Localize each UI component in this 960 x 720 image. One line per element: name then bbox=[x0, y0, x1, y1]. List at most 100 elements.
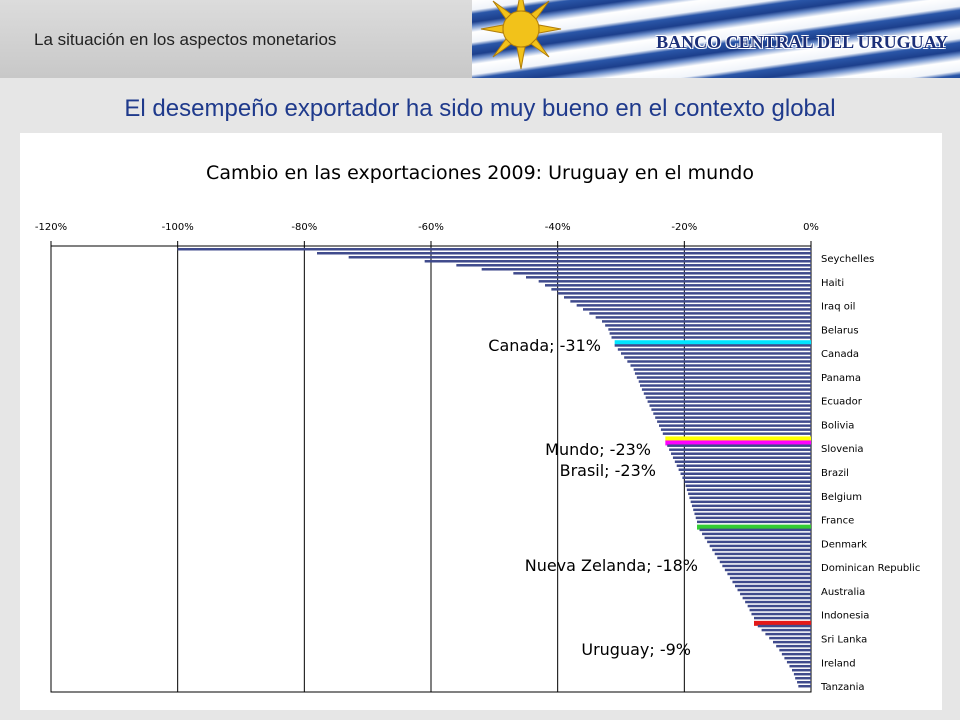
bar bbox=[676, 464, 811, 467]
bar bbox=[671, 452, 811, 455]
bar bbox=[781, 652, 811, 656]
bar bbox=[659, 424, 811, 427]
bar bbox=[693, 508, 811, 512]
bar bbox=[621, 352, 811, 355]
bar bbox=[669, 448, 811, 451]
y-category-label: Sri Lanka bbox=[821, 634, 867, 645]
bar bbox=[745, 600, 811, 604]
bar bbox=[456, 264, 811, 267]
bar bbox=[614, 344, 811, 347]
bar bbox=[680, 472, 811, 475]
x-tick-label: -120% bbox=[35, 222, 67, 233]
bar bbox=[564, 296, 811, 299]
bar bbox=[754, 616, 811, 620]
bar bbox=[481, 268, 811, 271]
bar bbox=[749, 608, 811, 612]
bar bbox=[624, 356, 811, 359]
bar bbox=[595, 316, 811, 319]
y-category-label: Ireland bbox=[821, 658, 856, 669]
bar bbox=[551, 288, 811, 291]
bar bbox=[737, 588, 811, 592]
bar bbox=[583, 308, 811, 311]
bar bbox=[704, 536, 811, 540]
y-category-label: Panama bbox=[821, 373, 861, 384]
bar bbox=[526, 276, 811, 279]
uruguay-flag-banner bbox=[472, 0, 960, 78]
bar bbox=[667, 444, 811, 447]
bar bbox=[792, 668, 811, 672]
bar bbox=[714, 552, 811, 556]
bar bbox=[538, 280, 811, 283]
bar bbox=[757, 624, 811, 628]
section-label: La situación en los aspectos monetarios bbox=[34, 30, 337, 49]
bar bbox=[589, 312, 811, 315]
highlight-label: Uruguay; -9% bbox=[581, 640, 691, 659]
bar bbox=[636, 376, 811, 379]
bar bbox=[722, 564, 811, 568]
bar bbox=[557, 292, 811, 295]
bar bbox=[751, 612, 811, 616]
bar bbox=[685, 484, 811, 488]
bar bbox=[682, 476, 811, 480]
bar bbox=[608, 328, 811, 331]
bar bbox=[630, 364, 811, 367]
highlight-bar bbox=[697, 524, 811, 530]
bar bbox=[789, 664, 811, 668]
bar bbox=[662, 432, 811, 435]
y-category-label: Australia bbox=[821, 587, 865, 598]
bar bbox=[649, 404, 811, 407]
bar bbox=[672, 456, 811, 459]
sun-of-may-icon bbox=[480, 0, 562, 70]
bar bbox=[765, 632, 811, 636]
bar bbox=[684, 480, 811, 484]
export-change-chart: Cambio en las exportaciones 2009: Urugua… bbox=[35, 162, 920, 693]
bar bbox=[712, 548, 811, 552]
highlight-label: Canada; -31% bbox=[488, 336, 601, 355]
slide-title: El desempeño exportador ha sido muy buen… bbox=[124, 95, 836, 122]
x-tick-label: -40% bbox=[545, 222, 571, 233]
bar bbox=[717, 556, 811, 560]
bar bbox=[697, 520, 811, 524]
highlight-label: Mundo; -23% bbox=[545, 440, 651, 459]
bar bbox=[627, 360, 811, 363]
bar bbox=[634, 372, 811, 375]
highlight-bar bbox=[614, 340, 811, 346]
bar bbox=[605, 324, 811, 327]
y-category-label: Denmark bbox=[821, 539, 867, 550]
bar bbox=[740, 592, 811, 596]
bar bbox=[709, 544, 811, 548]
y-category-label: Dominican Republic bbox=[821, 563, 920, 574]
bar bbox=[773, 640, 811, 644]
bar bbox=[699, 528, 811, 532]
bar bbox=[638, 380, 811, 383]
bar bbox=[651, 408, 811, 411]
bar bbox=[689, 496, 811, 500]
bar bbox=[647, 400, 811, 403]
bar bbox=[727, 572, 811, 576]
highlight-bar bbox=[665, 436, 811, 442]
y-category-label: Seychelles bbox=[821, 254, 874, 265]
bar bbox=[779, 648, 811, 652]
bar bbox=[660, 428, 811, 431]
y-category-label: Slovenia bbox=[821, 444, 864, 455]
bar bbox=[798, 684, 811, 688]
bar bbox=[719, 560, 811, 564]
bar bbox=[695, 516, 811, 520]
bar bbox=[424, 260, 811, 263]
bar bbox=[742, 596, 811, 600]
bar bbox=[786, 660, 811, 664]
bar bbox=[793, 672, 811, 676]
bar bbox=[747, 604, 811, 608]
bar bbox=[769, 636, 811, 640]
bar bbox=[640, 384, 811, 387]
bar bbox=[702, 532, 811, 536]
bar bbox=[735, 584, 811, 588]
y-category-label: France bbox=[821, 516, 854, 527]
bar bbox=[784, 656, 811, 660]
y-category-label: Indonesia bbox=[821, 611, 869, 622]
x-tick-label: -100% bbox=[162, 222, 194, 233]
chart-panel: Cambio en las exportaciones 2009: Urugua… bbox=[20, 133, 942, 710]
bar bbox=[724, 568, 811, 572]
bar bbox=[645, 396, 811, 399]
bar bbox=[317, 252, 811, 255]
